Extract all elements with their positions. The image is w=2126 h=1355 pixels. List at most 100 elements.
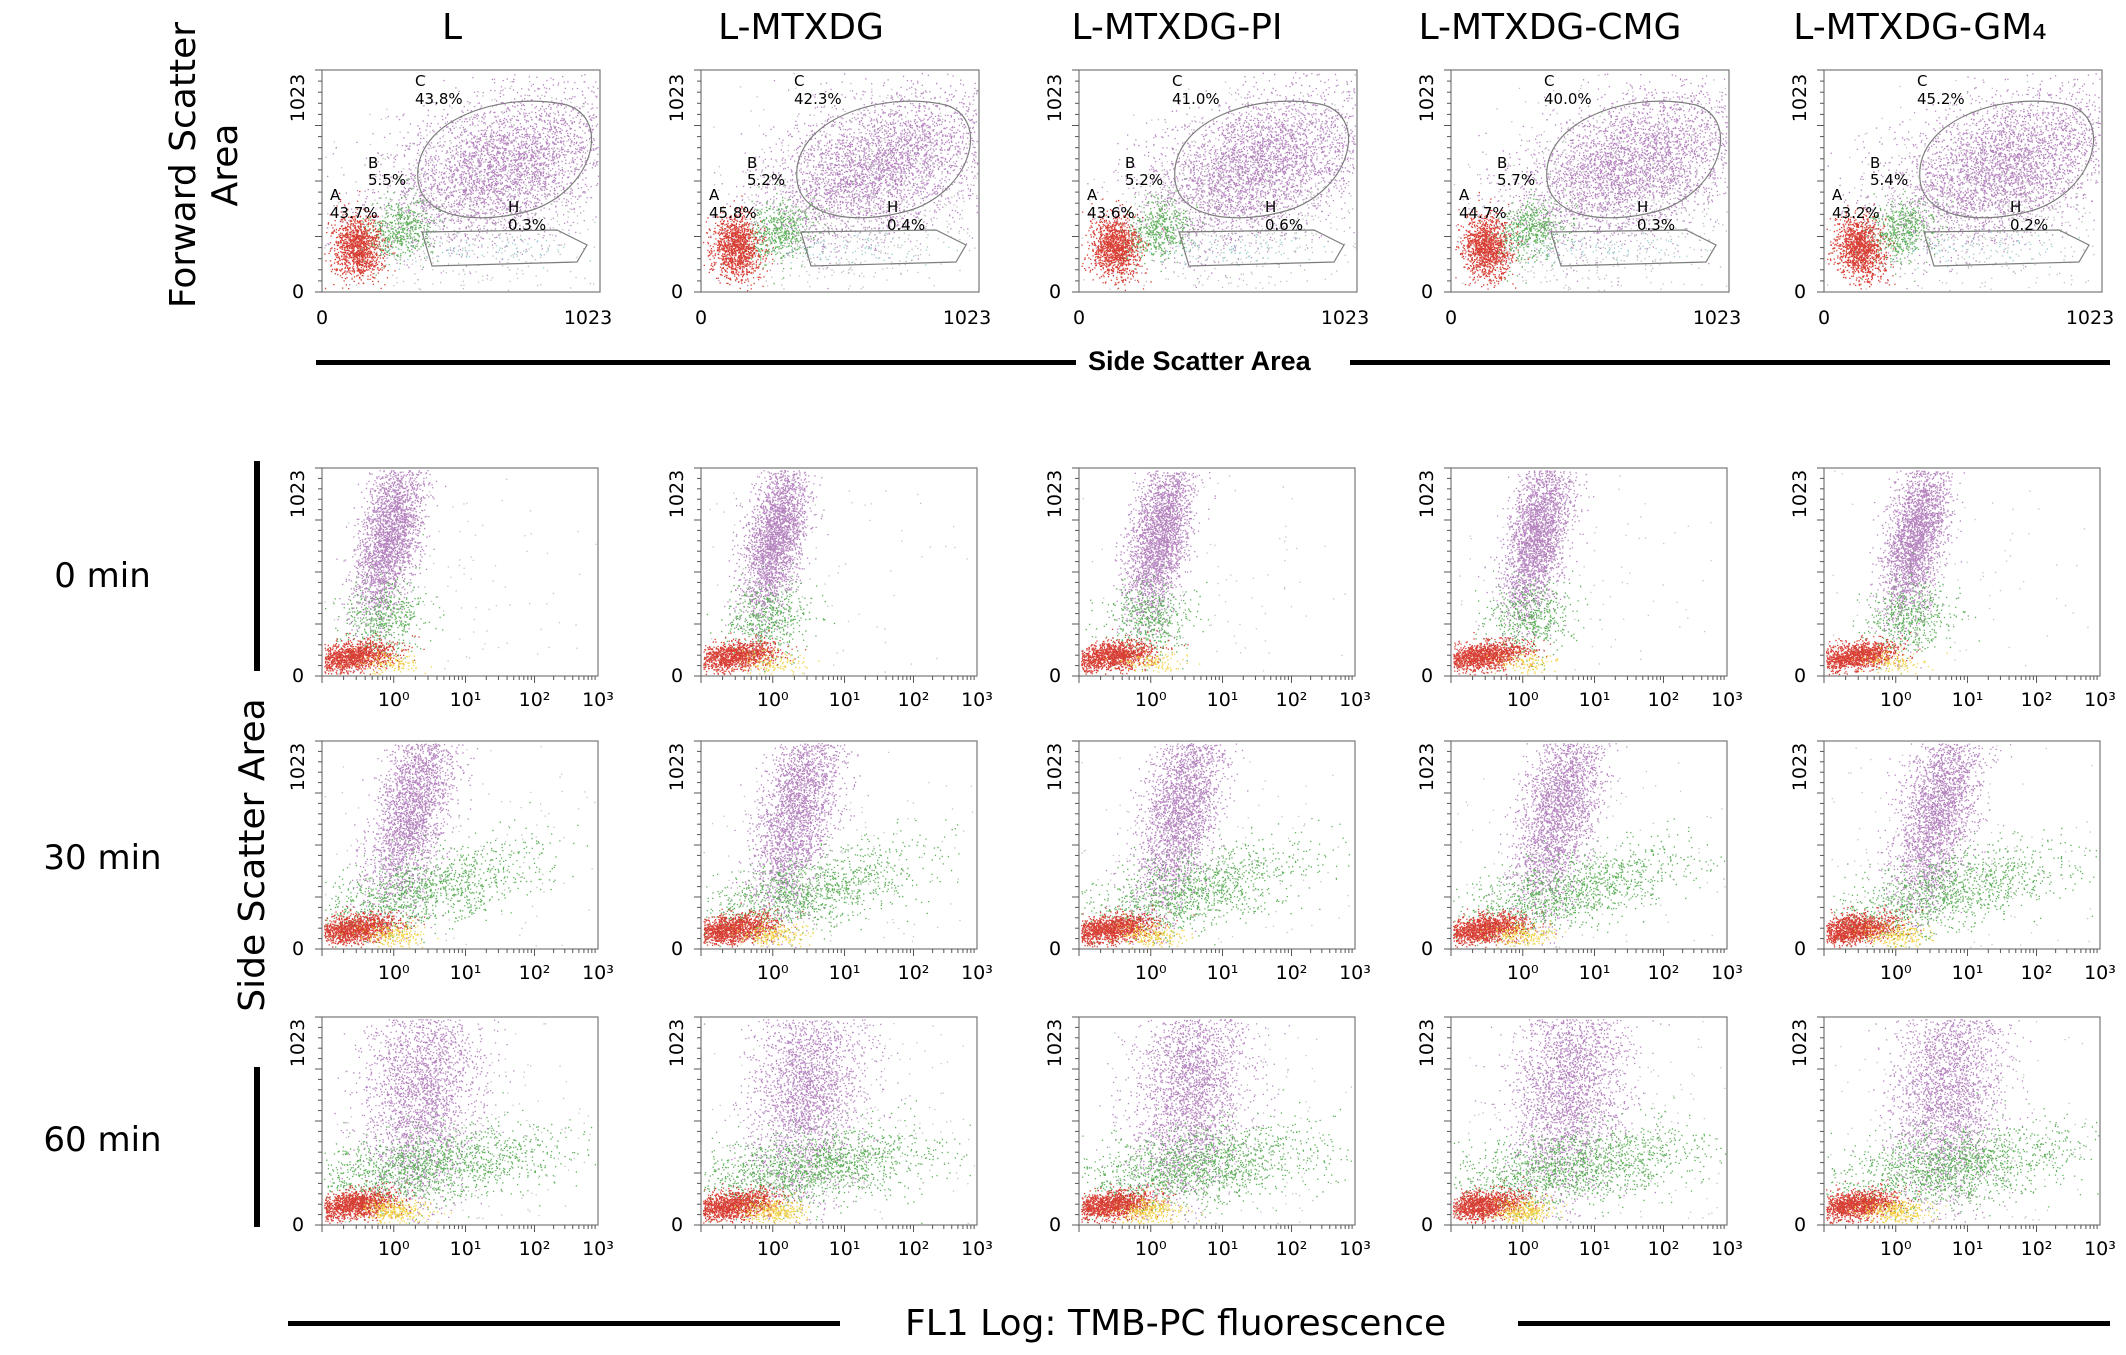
- gate-b-letter: B: [747, 154, 757, 172]
- y-tick-label: 0: [1421, 665, 1433, 687]
- plot-frame: [700, 740, 978, 950]
- x-tick-label: 10¹: [1207, 962, 1239, 984]
- ssc-fl1-panel: 1023 0 10⁰ 10¹ 10² 10³: [1044, 1016, 1371, 1260]
- gate-c-points: [724, 470, 829, 665]
- x-tick-label: 10³: [582, 1238, 614, 1260]
- y-tick-label: 1023: [1044, 1019, 1066, 1067]
- x-tick-label: 10³: [1339, 689, 1371, 711]
- ssc-fl1-panel: 1023 0 10⁰ 10¹ 10² 10³: [1789, 740, 2116, 984]
- x-tick-label: 0: [1445, 307, 1457, 329]
- fsc-ssc-panel: 1023 00 1023 A43.7% B5.5% C43.8% H0.3%: [287, 69, 612, 329]
- y-tick-label: 1023: [287, 1019, 309, 1067]
- gate-h-percent: 0.4%: [887, 216, 925, 234]
- y-tick-label: 0: [1421, 281, 1433, 303]
- y-tick-label: 1023: [666, 743, 688, 791]
- x-tick-label: 10¹: [1207, 1238, 1239, 1260]
- gate-h-percent: 0.2%: [2010, 216, 2048, 234]
- x-tick-label: 10³: [961, 962, 993, 984]
- gate-a-points: [1455, 191, 1530, 290]
- x-tick-label: 10⁰: [1135, 1238, 1167, 1260]
- gate-h-letter: H: [1265, 198, 1276, 216]
- x-tick-label: 10²: [519, 962, 551, 984]
- gate-b-points: [1852, 551, 1980, 675]
- plot-frame: [700, 1016, 978, 1226]
- gate-h-percent: 0.6%: [1265, 216, 1303, 234]
- y-tick-label: 0: [292, 938, 304, 960]
- gate-c-points: [334, 1019, 526, 1224]
- gate-c-points: [1087, 72, 1357, 288]
- x-tick-label: 10¹: [1207, 689, 1239, 711]
- gate-b-points: [1829, 827, 2098, 948]
- fl1-high-points: [732, 648, 820, 676]
- gate-c-outline: [417, 100, 593, 219]
- y-tick-label: 1023: [666, 1019, 688, 1067]
- y-tick-label: 1023: [1416, 470, 1438, 518]
- gate-b-points: [1081, 1089, 1353, 1223]
- y-tick-label: 1023: [287, 743, 309, 791]
- x-tick-label: 10²: [519, 689, 551, 711]
- gate-a-points: [324, 1180, 423, 1224]
- gate-b-percent: 5.2%: [1125, 171, 1163, 189]
- x-tick-label: 10³: [1339, 962, 1371, 984]
- gate-a-points: [1826, 203, 1896, 290]
- gate-a-points: [703, 1182, 805, 1224]
- gate-c-letter: C: [1172, 72, 1182, 90]
- x-tick-label: 10¹: [1579, 962, 1611, 984]
- gate-a-letter: A: [1832, 186, 1843, 204]
- ssc-fl1-panel: 1023 0 10⁰ 10¹ 10² 10³: [287, 740, 614, 984]
- gate-a-points: [703, 902, 804, 948]
- ssc-fl1-panel: 1023 0 10⁰ 10¹ 10² 10³: [287, 1016, 614, 1260]
- y-tick-label: 1023: [1789, 743, 1811, 791]
- x-tick-label: 10¹: [829, 1238, 861, 1260]
- gate-c-percent: 42.3%: [794, 90, 842, 108]
- row-label-0min: 0 min: [54, 556, 151, 596]
- gate-c-outline: [1174, 100, 1350, 219]
- y-tick-label: 0: [292, 281, 304, 303]
- gate-b-letter: B: [368, 154, 378, 172]
- fl1-high-points: [1484, 1195, 1568, 1225]
- fl1-axis-rule-left: [288, 1321, 840, 1326]
- gate-b-letter: B: [1497, 154, 1507, 172]
- ungated-points: [1454, 1020, 1726, 1224]
- column-title: L-MTXDG-PI: [1071, 7, 1283, 48]
- x-tick-label: 10⁰: [757, 689, 789, 711]
- gate-h-outline: [1923, 229, 2090, 267]
- gate-c-points: [345, 743, 479, 944]
- side-scatter-left-axis-title: Side Scatter Area: [232, 698, 273, 1012]
- x-tick-label: 10²: [519, 1238, 551, 1260]
- plot-frame: [1450, 1016, 1728, 1226]
- gate-c-points: [710, 72, 979, 290]
- gate-b-percent: 5.7%: [1497, 171, 1535, 189]
- x-tick-label: 10⁰: [1880, 689, 1912, 711]
- x-tick-label: 10⁰: [1507, 1238, 1539, 1260]
- y-tick-label: 1023: [1416, 743, 1438, 791]
- gate-a-letter: A: [330, 186, 341, 204]
- gate-h-outline: [1178, 229, 1345, 267]
- x-tick-label: 1023: [943, 307, 991, 329]
- x-tick-label: 10⁰: [378, 689, 410, 711]
- x-tick-label: 0: [1818, 307, 1830, 329]
- x-tick-label: 10⁰: [1880, 1238, 1912, 1260]
- x-tick-label: 10³: [2084, 962, 2116, 984]
- ungated-points: [1830, 1019, 2092, 1223]
- x-tick-label: 10³: [1711, 1238, 1743, 1260]
- fl1-axis-title: FL1 Log: TMB-PC fluorescence: [893, 1303, 1459, 1345]
- column-title: L-MTXDG: [718, 7, 884, 48]
- x-tick-label: 0: [316, 307, 328, 329]
- gate-h-outline: [421, 229, 588, 267]
- gate-a-percent: 43.6%: [1087, 204, 1135, 222]
- gate-h-points: [1135, 233, 1325, 267]
- gate-h-percent: 0.3%: [1637, 216, 1675, 234]
- y-tick-label: 1023: [666, 470, 688, 518]
- y-tick-label: 0: [1421, 1214, 1433, 1236]
- gate-c-points: [1488, 743, 1628, 948]
- gate-c-points: [1101, 470, 1217, 668]
- x-tick-label: 0: [1073, 307, 1085, 329]
- y-tick-label: 1023: [1044, 74, 1066, 122]
- y-tick-label: 0: [1049, 665, 1061, 687]
- x-tick-label: 10⁰: [378, 962, 410, 984]
- fl1-high-points: [1848, 917, 1934, 949]
- plot-frame: [321, 467, 599, 677]
- gate-b-points: [325, 534, 445, 667]
- y-tick-label: 0: [671, 665, 683, 687]
